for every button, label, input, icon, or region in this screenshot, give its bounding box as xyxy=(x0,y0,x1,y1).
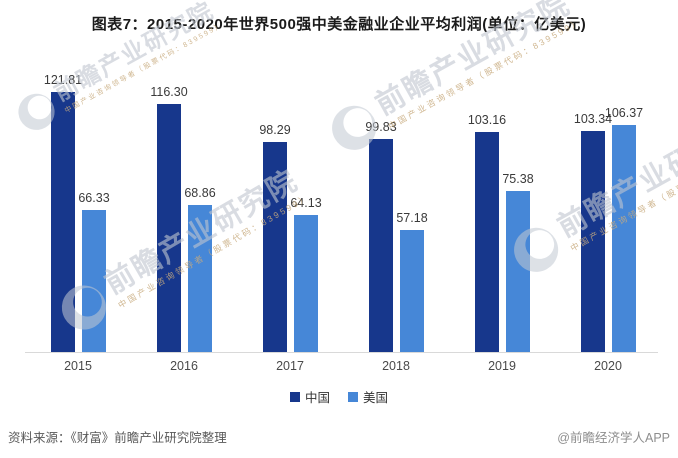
legend: 中国 美国 xyxy=(0,387,678,406)
bar-中国-2020 xyxy=(581,131,605,352)
bar-美国-2018 xyxy=(400,230,424,352)
value-label-美国-2019: 75.38 xyxy=(502,172,534,186)
x-tick-label-2020: 2020 xyxy=(594,359,622,373)
value-label-中国-2018: 99.83 xyxy=(365,120,397,134)
legend-swatch-icon xyxy=(348,391,358,402)
bar-美国-2020 xyxy=(612,125,636,352)
bar-中国-2018 xyxy=(369,139,393,352)
value-label-中国-2020: 103.34 xyxy=(573,112,613,126)
bar-美国-2016 xyxy=(188,205,212,352)
x-tick-label-2019: 2019 xyxy=(488,359,516,373)
value-label-美国-2017: 64.13 xyxy=(290,196,322,210)
value-label-美国-2015: 66.33 xyxy=(78,191,110,205)
bar-中国-2019 xyxy=(475,132,499,352)
bar-中国-2016 xyxy=(157,104,181,352)
plot-area: 121.81 66.33 116.30 68.86 98.29 64.13 99.83 57.… xyxy=(43,73,644,352)
value-label-中国-2019: 103.16 xyxy=(467,113,507,127)
x-axis-line xyxy=(25,352,658,353)
x-tick-label-2018: 2018 xyxy=(382,359,410,373)
value-label-美国-2018: 57.18 xyxy=(396,211,428,225)
bar-美国-2019 xyxy=(506,191,530,352)
bar-美国-2015 xyxy=(82,210,106,352)
x-tick-label-2015: 2015 xyxy=(64,359,92,373)
value-label-美国-2016: 68.86 xyxy=(184,186,216,200)
credit-note: @前瞻经济学人APP xyxy=(557,431,670,445)
legend-item-美国: 美国 xyxy=(348,387,388,406)
x-tick-label-2017: 2017 xyxy=(276,359,304,373)
value-label-美国-2020: 106.37 xyxy=(604,106,644,120)
value-label-中国-2015: 121.81 xyxy=(43,73,83,87)
legend-label: 中国 xyxy=(304,391,330,405)
value-label-中国-2016: 116.30 xyxy=(150,85,188,99)
value-label-中国-2017: 98.29 xyxy=(259,123,291,137)
x-tick-label-2016: 2016 xyxy=(170,359,198,373)
bar-美国-2017 xyxy=(294,215,318,352)
chart-title: 图表7：2015-2020年世界500强中美金融业企业平均利润(单位：亿美元) xyxy=(91,16,587,33)
legend-label: 美国 xyxy=(363,391,389,405)
bar-中国-2015 xyxy=(51,92,75,352)
legend-item-中国: 中国 xyxy=(289,387,330,406)
bar-中国-2017 xyxy=(263,142,287,352)
legend-swatch-icon xyxy=(289,391,300,402)
source-note: 资料来源：《财富》前瞻产业研究院整理 xyxy=(8,431,227,445)
